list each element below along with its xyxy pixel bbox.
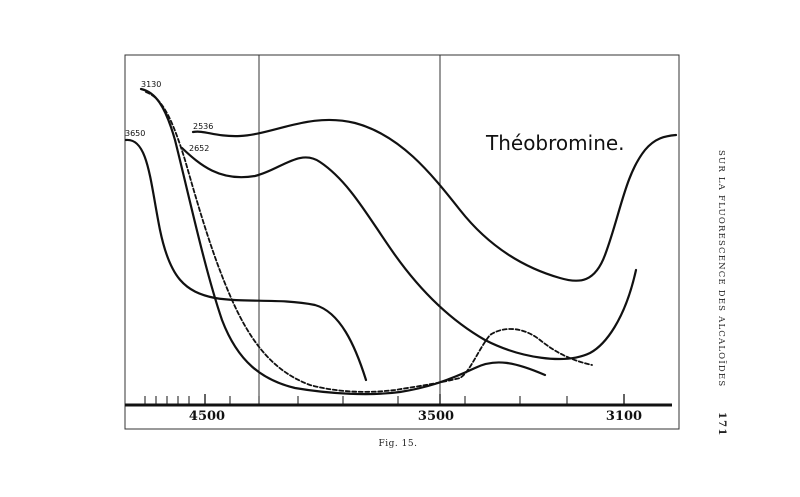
curve-3650 — [124, 138, 368, 382]
tick-label: 3500 — [418, 409, 454, 424]
curve-2652 — [180, 146, 638, 361]
curve-label: 2536 — [193, 122, 213, 131]
figure-title: Théobromine. — [485, 131, 625, 155]
curve-2536 — [191, 118, 678, 282]
axis-ticks — [144, 394, 625, 405]
curve-3130-solid — [139, 87, 547, 396]
tick-label: 3100 — [606, 409, 642, 424]
curve-label: 3650 — [125, 129, 145, 138]
curve-label: 2652 — [189, 144, 209, 153]
figure-frame — [124, 54, 680, 430]
figure-caption: Fig. 15. — [379, 439, 418, 449]
tick-label: 4500 — [189, 409, 225, 424]
page-number: 171 — [716, 412, 727, 437]
curve-label: 3130 — [141, 80, 161, 89]
running-head: SUR LA FLUORESCENCE DES ALCALOÏDES — [716, 150, 726, 388]
curve-3130-dashed — [145, 91, 593, 393]
